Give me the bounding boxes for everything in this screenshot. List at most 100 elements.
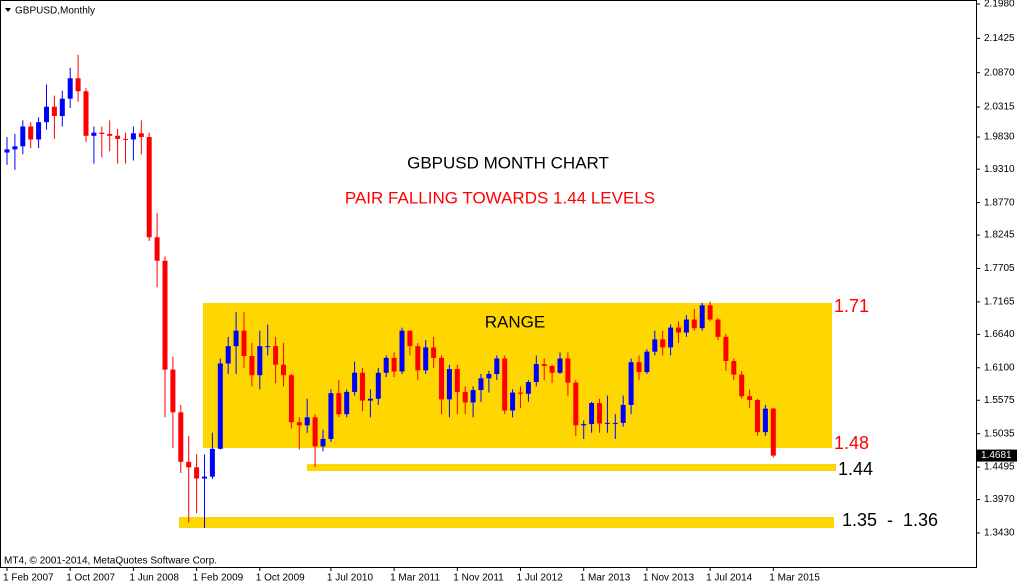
y-tick-label: 2.0870 [984, 67, 1015, 78]
candle-body [691, 319, 697, 329]
candle-body [755, 399, 760, 433]
candle-body [170, 369, 176, 413]
candle-body [462, 391, 468, 403]
candles [4, 54, 776, 529]
candle-body [731, 360, 737, 375]
candle-body [28, 126, 34, 140]
level-label: 1.35 - 1.36 [842, 510, 938, 530]
candle-body [581, 424, 587, 426]
y-tick-label: 1.4495 [984, 462, 1015, 473]
candle-body [715, 319, 721, 337]
candle-body [541, 364, 547, 366]
y-tick-label: 1.7165 [984, 297, 1015, 308]
symbol-title: GBPUSD,Monthly [15, 6, 95, 17]
candle-body [707, 305, 713, 320]
candle-body [367, 398, 373, 401]
candle-body [162, 260, 168, 370]
candle-body [502, 358, 508, 411]
x-tick-label: 1 Mar 2011 [390, 573, 440, 584]
candle-body [44, 106, 49, 123]
support-band-1 [307, 464, 836, 471]
candle-body [178, 412, 184, 462]
level-label: 1.44 [838, 459, 873, 479]
y-tick-label: 2.0315 [984, 102, 1015, 113]
candle-body [407, 330, 413, 347]
candle-body [557, 358, 563, 373]
candle-body [320, 438, 326, 447]
candle-body [225, 346, 231, 364]
candle-body [478, 378, 484, 391]
candle-body [604, 422, 610, 424]
plot-frame [0, 0, 977, 568]
level-label: 1.48 [834, 433, 869, 453]
candle-body [446, 369, 452, 400]
candle-body [391, 357, 397, 372]
candle-body [257, 346, 263, 376]
candle-body [36, 122, 42, 140]
candle-body [83, 91, 89, 136]
candle-body [597, 403, 602, 424]
x-tick-label: 1 Oct 2007 [66, 573, 115, 584]
candle-body [699, 305, 705, 329]
candle-body [273, 346, 279, 365]
y-tick-label: 1.8245 [984, 230, 1015, 241]
candle-body [470, 390, 476, 403]
candle-body [549, 365, 555, 373]
x-tick-label: 1 Mar 2015 [769, 573, 820, 584]
candle-body [510, 392, 516, 411]
candle-body [304, 417, 310, 426]
candle-body [573, 382, 579, 426]
candle-body [99, 132, 105, 134]
candle-body [154, 237, 160, 261]
level-label: 1.71 [834, 296, 869, 316]
candle-body [723, 336, 729, 361]
candle-body [288, 375, 294, 423]
candle-body [20, 126, 26, 147]
menu-arrow [5, 8, 11, 12]
candle-body [312, 417, 318, 447]
candle-body [494, 358, 500, 374]
candle-body [431, 347, 437, 358]
candle-body [652, 339, 658, 352]
candle-body [186, 461, 192, 468]
candle-body [644, 351, 650, 373]
x-tick-label: 1 Nov 2011 [453, 573, 504, 584]
candle-body [762, 408, 768, 433]
candle-body [423, 347, 429, 371]
candle-body [360, 372, 365, 401]
candle-body [399, 330, 405, 372]
candle-body [415, 346, 421, 371]
candle-body [486, 373, 492, 379]
candle-body [296, 422, 302, 426]
candle-body [217, 363, 223, 449]
candle-body [660, 339, 666, 348]
price-label: 1.4681 [981, 450, 1012, 461]
candle-body [51, 106, 57, 116]
candle-body [233, 330, 239, 347]
candle-body [107, 133, 113, 136]
candle-body [12, 146, 18, 150]
candle-body [115, 135, 121, 139]
candle-body [265, 346, 271, 348]
x-tick-label: 1 Jun 2008 [129, 573, 179, 584]
candle-body [4, 149, 10, 153]
y-tick-label: 1.7705 [984, 263, 1015, 274]
candle-body [194, 467, 200, 479]
candle-body [67, 78, 73, 99]
y-tick-label: 1.6640 [984, 329, 1015, 340]
y-tick-label: 1.3430 [984, 528, 1015, 539]
candle-body [676, 327, 681, 333]
candle-body [281, 364, 286, 376]
support-band-2 [179, 517, 834, 528]
x-tick-label: 1 Jul 2012 [517, 573, 564, 584]
candle-body [241, 330, 247, 357]
candle-body [75, 78, 81, 92]
candle-body [328, 393, 334, 439]
heading: GBPUSD MONTH CHART [407, 153, 609, 172]
candle-body [747, 396, 753, 400]
candle-body [336, 393, 342, 415]
y-tick-label: 1.8770 [984, 197, 1015, 208]
y-tick-label: 1.9310 [984, 164, 1015, 175]
y-tick-label: 2.1425 [984, 33, 1015, 44]
